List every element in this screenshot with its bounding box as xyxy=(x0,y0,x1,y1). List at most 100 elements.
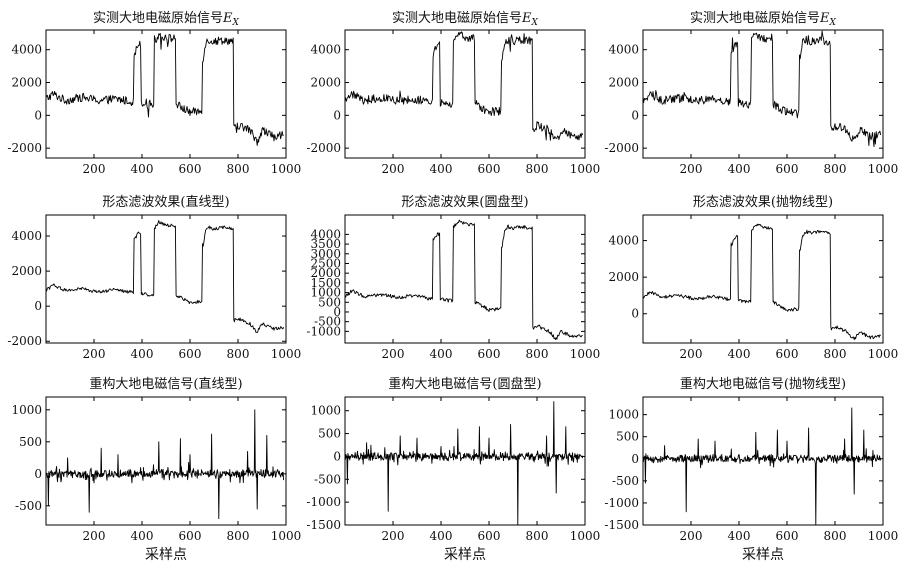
y-tick-label: 2000 xyxy=(11,76,42,90)
y-tick-label: 3000 xyxy=(310,247,341,261)
x-tick-label: 400 xyxy=(430,347,453,361)
subplot-1-2: 形态滤波效果(抛物线型) 200 400 600 800 1000 0 2000 4000 xyxy=(608,195,898,361)
subplot-1-0: 形态滤波效果(直线型) 200 400 600 800 1000 -2000 0 2000 400… xyxy=(7,195,301,361)
subplot-title-variable: E xyxy=(819,11,830,26)
x-tick-label: 200 xyxy=(680,162,703,176)
subplot-title-subscript: X xyxy=(232,18,240,28)
y-tick-label: 1000 xyxy=(310,286,341,300)
y-tick-label: 500 xyxy=(318,427,341,441)
x-tick-label: 1000 xyxy=(868,347,899,361)
subplot-title-text: 实测大地电磁原始信号 xyxy=(93,11,223,26)
y-tick-label: 0 xyxy=(333,108,341,122)
signal-line xyxy=(344,219,583,340)
plot-frame xyxy=(45,214,287,344)
plot-frame xyxy=(344,29,586,159)
x-tick-label: 800 xyxy=(824,162,847,176)
signal-line xyxy=(642,30,882,148)
x-tick-label: 400 xyxy=(131,529,154,543)
x-tick-label: 400 xyxy=(430,162,453,176)
y-tick-label: 2000 xyxy=(608,76,639,90)
y-tick-label: 1000 xyxy=(608,408,639,422)
x-tick-label: 600 xyxy=(179,347,202,361)
subplot-title-text: 实测大地电磁原始信号 xyxy=(690,11,820,26)
subplot-title: 重构大地电磁信号(抛物线型) xyxy=(680,376,846,392)
x-tick-label: 600 xyxy=(776,529,799,543)
x-tick-label: 1000 xyxy=(570,347,601,361)
subplot-0-0: 实测大地电磁原始信号EX 200 400 600 800 1000 -2000 0 2000 40… xyxy=(7,11,301,176)
y-tick-label: -500 xyxy=(314,315,341,329)
y-tick-label: 500 xyxy=(616,430,639,444)
subplot-title-variable: E xyxy=(222,11,233,26)
x-tick-label: 200 xyxy=(382,347,405,361)
y-tick-label: -500 xyxy=(612,474,639,488)
x-tick-label: 200 xyxy=(83,347,106,361)
x-tick-label: 400 xyxy=(728,347,751,361)
x-tick-label: 1000 xyxy=(868,162,899,176)
x-tick-label: 1000 xyxy=(570,162,601,176)
x-tick-label: 200 xyxy=(382,529,405,543)
x-tick-label: 400 xyxy=(728,162,751,176)
subplot-1-1: 形态滤波效果(圆盘型) 200 400 600 800 1000 -1000-5000500… xyxy=(306,194,600,361)
signal-line xyxy=(642,407,882,526)
signal-line xyxy=(45,220,285,334)
y-tick-label: 0 xyxy=(631,307,639,321)
y-tick-label: 0 xyxy=(631,452,639,466)
x-tick-label: 600 xyxy=(776,347,799,361)
plot-frame xyxy=(642,214,884,344)
x-tick-label: 800 xyxy=(526,347,549,361)
y-tick-label: -1000 xyxy=(306,324,341,338)
subplot-title-text: 重构大地电磁信号(抛物线型) xyxy=(680,376,846,392)
subplot-title: 重构大地电磁信号(圆盘型) xyxy=(388,376,541,392)
x-tick-label: 600 xyxy=(478,529,501,543)
x-tick-label: 1000 xyxy=(271,162,302,176)
x-tick-label: 200 xyxy=(680,347,703,361)
y-tick-label: -2000 xyxy=(306,141,341,155)
y-tick-label: -1500 xyxy=(604,518,639,532)
subplot-2-0: 重构大地电磁信号(直线型) 200 400 600 800 1000 -500 0 500 100… xyxy=(11,376,301,563)
signal-line xyxy=(45,409,285,520)
y-tick-label: 0 xyxy=(34,108,42,122)
x-axis-label: 采样点 xyxy=(145,547,187,563)
signal-line xyxy=(45,32,284,146)
y-tick-label: 2500 xyxy=(310,256,341,270)
subplot-title: 形态滤波效果(直线型) xyxy=(102,195,229,210)
y-tick-label: 4000 xyxy=(310,43,341,57)
plot-frame xyxy=(45,396,287,526)
x-tick-label: 200 xyxy=(382,162,405,176)
x-axis-label: 采样点 xyxy=(444,547,486,563)
x-tick-label: 600 xyxy=(478,347,501,361)
x-tick-label: 600 xyxy=(478,162,501,176)
y-tick-label: 3500 xyxy=(310,237,341,251)
signal-line xyxy=(344,31,584,141)
subplot-title-subscript: X xyxy=(829,18,837,28)
subplot-title-subscript: X xyxy=(531,18,539,28)
x-tick-label: 400 xyxy=(430,529,453,543)
x-tick-label: 800 xyxy=(824,529,847,543)
x-tick-label: 800 xyxy=(526,162,549,176)
y-tick-label: 0 xyxy=(333,305,341,319)
subplot-title-variable: E xyxy=(521,11,532,26)
x-tick-label: 200 xyxy=(680,529,703,543)
x-tick-label: 200 xyxy=(83,162,106,176)
x-tick-label: 600 xyxy=(179,529,202,543)
x-tick-label: 1000 xyxy=(570,529,601,543)
x-tick-label: 600 xyxy=(179,162,202,176)
subplot-0-2: 实测大地电磁原始信号EX 200 400 600 800 1000 -2000 0 2000 40… xyxy=(604,11,898,176)
y-tick-label: 500 xyxy=(19,435,42,449)
subplot-title: 形态滤波效果(圆盘型) xyxy=(401,194,528,210)
subplot-title-text: 形态滤波效果(圆盘型) xyxy=(401,194,528,210)
y-tick-label: -2000 xyxy=(7,141,42,155)
subplot-title-text: 形态滤波效果(直线型) xyxy=(102,195,229,210)
y-tick-label: -2000 xyxy=(604,141,639,155)
y-tick-label: 1500 xyxy=(310,276,341,290)
x-tick-label: 800 xyxy=(227,347,250,361)
subplot-2-1: 重构大地电磁信号(圆盘型) 200 400 600 800 1000 -1500 -1000 -… xyxy=(306,376,600,563)
y-tick-label: 2000 xyxy=(11,264,42,278)
x-tick-label: 1000 xyxy=(271,347,302,361)
x-tick-label: 800 xyxy=(526,529,549,543)
subplot-title: 形态滤波效果(抛物线型) xyxy=(693,195,833,210)
x-tick-label: 1000 xyxy=(868,529,899,543)
y-tick-label: 2000 xyxy=(310,76,341,90)
y-tick-label: -500 xyxy=(15,499,42,513)
